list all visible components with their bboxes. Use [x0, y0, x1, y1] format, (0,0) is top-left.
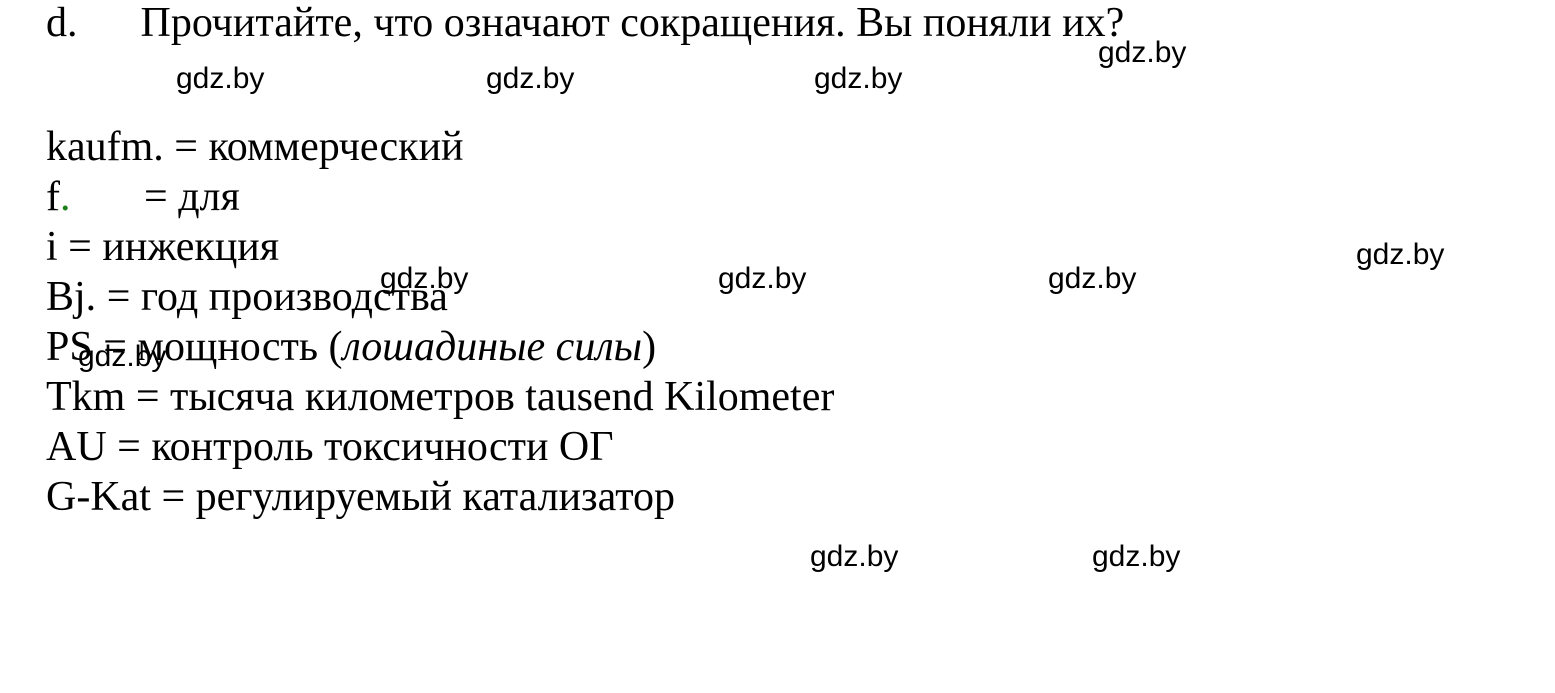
- abbr-line-f: f. = для: [46, 176, 1516, 218]
- heading-text: Прочитайте, что означают сокращения. Вы …: [141, 0, 1125, 46]
- watermark-text: gdz.by: [78, 340, 166, 374]
- value-plain: мощность (: [137, 324, 342, 370]
- abbr: kaufm.: [46, 124, 164, 170]
- abbr-line-kaufm: kaufm. = коммерческий: [46, 126, 1516, 168]
- abbr-line-au: AU = контроль токсичности ОГ: [46, 426, 1516, 468]
- eq: =: [71, 174, 179, 220]
- watermark-text: gdz.by: [718, 262, 806, 296]
- eq: =: [107, 424, 152, 470]
- watermark-text: gdz.by: [380, 262, 468, 296]
- value: инжекция: [102, 224, 279, 270]
- value: коммерческий: [208, 124, 463, 170]
- watermark-text: gdz.by: [486, 62, 574, 96]
- abbr-line-tkm: Tkm = тысяча километров tausend Kilomete…: [46, 376, 1516, 418]
- abbr: Tkm: [46, 374, 125, 420]
- abbr: AU: [46, 424, 107, 470]
- value-tail: ): [642, 324, 656, 370]
- green-dot: .: [60, 174, 71, 220]
- eq: =: [96, 274, 141, 320]
- abbr-line-ps: PS = мощность (лошадиные силы): [46, 326, 1516, 368]
- watermark-text: gdz.by: [176, 62, 264, 96]
- abbr: G-Kat: [46, 474, 151, 520]
- watermark-text: gdz.by: [1098, 36, 1186, 70]
- abbr: f: [46, 174, 60, 220]
- eq: =: [164, 124, 209, 170]
- abbr: i: [46, 224, 58, 270]
- value: регулируемый катализатор: [196, 474, 675, 520]
- value: для: [178, 174, 240, 220]
- eq: =: [58, 224, 103, 270]
- watermark-text: gdz.by: [814, 62, 902, 96]
- watermark-text: gdz.by: [1356, 238, 1444, 272]
- value-italic: лошадиные силы: [342, 324, 642, 370]
- eq: =: [151, 474, 196, 520]
- abbr: Bj.: [46, 274, 96, 320]
- heading-line: d. Прочитайте, что означают сокращения. …: [46, 2, 1516, 44]
- heading-gap: [78, 0, 141, 46]
- value: контроль токсичности ОГ: [151, 424, 613, 470]
- watermark-text: gdz.by: [1092, 540, 1180, 574]
- abbr-line-gkat: G-Kat = регулируемый катализатор: [46, 476, 1516, 518]
- eq: =: [125, 374, 170, 420]
- watermark-text: gdz.by: [810, 540, 898, 574]
- watermark-text: gdz.by: [1048, 262, 1136, 296]
- heading-marker: d.: [46, 0, 78, 46]
- value: тысяча километров tausend Kilometer: [170, 374, 834, 420]
